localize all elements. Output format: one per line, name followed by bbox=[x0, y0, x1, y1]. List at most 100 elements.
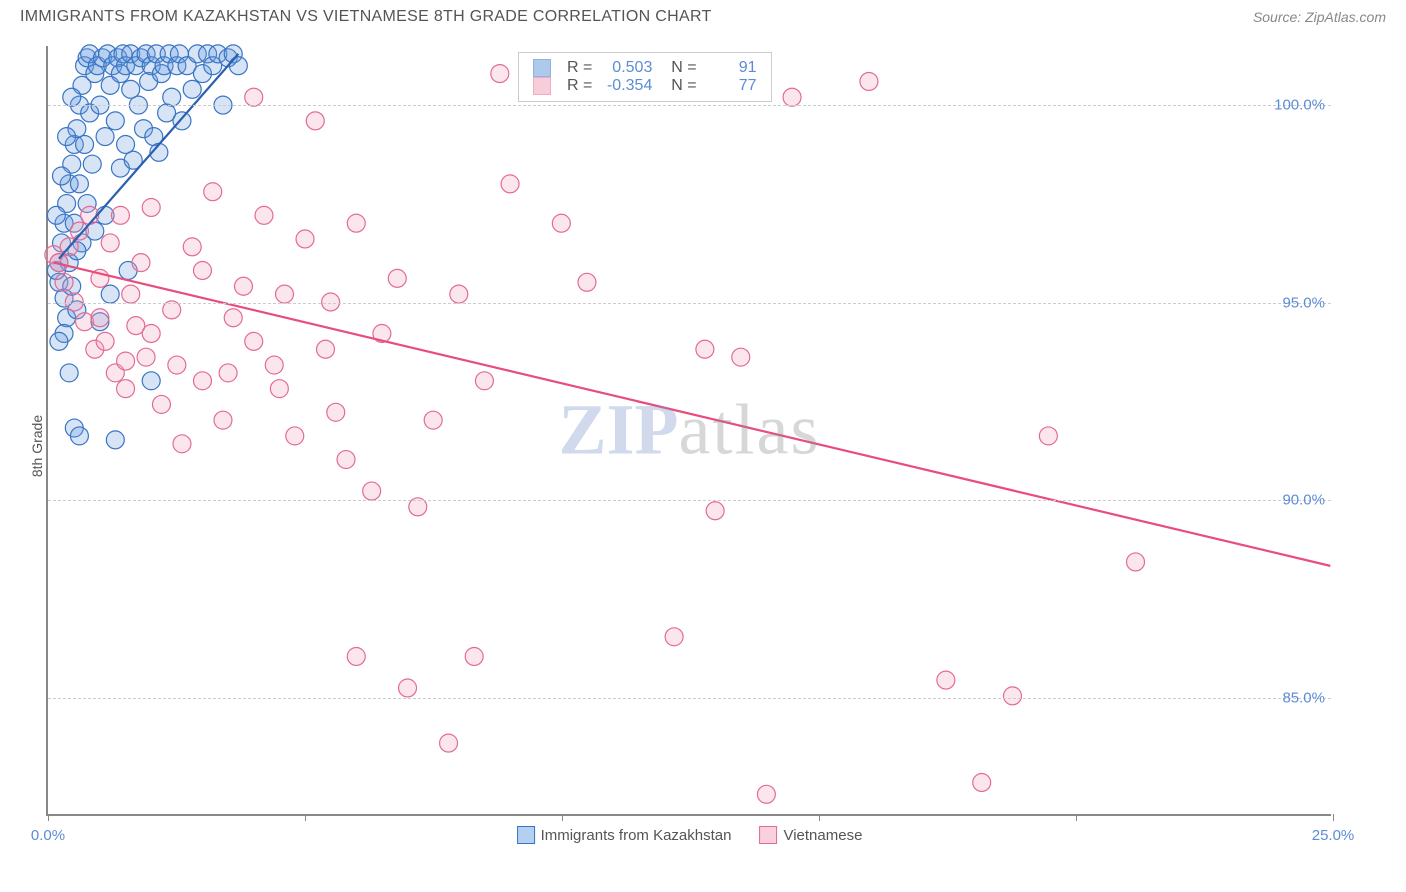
source-name: ZipAtlas.com bbox=[1305, 9, 1386, 25]
data-point bbox=[245, 332, 263, 350]
data-point bbox=[96, 332, 114, 350]
data-point bbox=[219, 364, 237, 382]
data-point bbox=[388, 269, 406, 287]
data-point bbox=[152, 395, 170, 413]
source-credit: Source: ZipAtlas.com bbox=[1253, 9, 1386, 25]
data-point bbox=[183, 238, 201, 256]
x-tick-label: 0.0% bbox=[31, 827, 65, 844]
data-point bbox=[270, 380, 288, 398]
data-point bbox=[347, 647, 365, 665]
data-point bbox=[440, 734, 458, 752]
legend-label: Vietnamese bbox=[783, 827, 862, 844]
data-point bbox=[117, 380, 135, 398]
data-point bbox=[137, 348, 155, 366]
data-point bbox=[450, 285, 468, 303]
data-point bbox=[132, 254, 150, 272]
gridline-h bbox=[48, 105, 1331, 106]
data-point bbox=[193, 372, 211, 390]
x-tick-label: 25.0% bbox=[1312, 827, 1355, 844]
legend-label: Immigrants from Kazakhstan bbox=[541, 827, 732, 844]
data-point bbox=[50, 332, 68, 350]
data-point bbox=[163, 88, 181, 106]
source-prefix: Source: bbox=[1253, 9, 1305, 25]
data-point bbox=[96, 128, 114, 146]
data-point bbox=[50, 254, 68, 272]
stats-box: R =0.503 N =91R =-0.354 N =77 bbox=[518, 52, 772, 102]
data-point bbox=[204, 183, 222, 201]
data-point bbox=[173, 112, 191, 130]
data-point bbox=[255, 206, 273, 224]
data-point bbox=[83, 155, 101, 173]
x-tick bbox=[1076, 814, 1077, 821]
stat-n-label: N = bbox=[662, 77, 696, 95]
data-point bbox=[265, 356, 283, 374]
data-point bbox=[296, 230, 314, 248]
data-point bbox=[552, 214, 570, 232]
legend-swatch bbox=[759, 826, 777, 844]
data-point bbox=[142, 325, 160, 343]
data-point bbox=[1127, 553, 1145, 571]
data-point bbox=[106, 431, 124, 449]
data-point bbox=[63, 88, 81, 106]
data-point bbox=[475, 372, 493, 390]
data-point bbox=[60, 364, 78, 382]
data-point bbox=[70, 175, 88, 193]
data-point bbox=[235, 277, 253, 295]
stat-n-value: 91 bbox=[707, 59, 757, 77]
data-point bbox=[757, 785, 775, 803]
stat-n-label: N = bbox=[662, 59, 696, 77]
y-tick-label: 85.0% bbox=[1282, 689, 1325, 706]
data-point bbox=[937, 671, 955, 689]
stats-row: R =-0.354 N =77 bbox=[533, 77, 757, 95]
data-point bbox=[193, 262, 211, 280]
data-point bbox=[53, 167, 71, 185]
data-point bbox=[973, 774, 991, 792]
stat-n-value: 77 bbox=[707, 77, 757, 95]
data-point bbox=[578, 273, 596, 291]
data-point bbox=[1039, 427, 1057, 445]
x-tick bbox=[48, 814, 49, 821]
data-point bbox=[317, 340, 335, 358]
y-axis-label: 8th Grade bbox=[29, 415, 45, 477]
data-point bbox=[111, 206, 129, 224]
data-point bbox=[183, 80, 201, 98]
data-point bbox=[214, 411, 232, 429]
y-tick-label: 100.0% bbox=[1274, 97, 1325, 114]
bottom-legend: Immigrants from Kazakhstan Vietnamese bbox=[517, 826, 863, 844]
data-point bbox=[173, 435, 191, 453]
chart-svg bbox=[48, 46, 1331, 814]
data-point bbox=[91, 309, 109, 327]
data-point bbox=[122, 285, 140, 303]
data-point bbox=[337, 451, 355, 469]
data-point bbox=[224, 309, 242, 327]
legend-item: Vietnamese bbox=[759, 826, 862, 844]
data-point bbox=[306, 112, 324, 130]
data-point bbox=[142, 199, 160, 217]
stats-swatch bbox=[533, 77, 551, 95]
title-bar: IMMIGRANTS FROM KAZAKHSTAN VS VIETNAMESE… bbox=[0, 0, 1406, 32]
x-tick bbox=[1333, 814, 1334, 821]
x-tick bbox=[819, 814, 820, 821]
data-point bbox=[860, 72, 878, 90]
data-point bbox=[117, 352, 135, 370]
stat-r-label: R = bbox=[567, 59, 592, 77]
data-point bbox=[168, 356, 186, 374]
data-point bbox=[245, 88, 263, 106]
data-point bbox=[732, 348, 750, 366]
data-point bbox=[363, 482, 381, 500]
y-tick-label: 95.0% bbox=[1282, 294, 1325, 311]
chart-title: IMMIGRANTS FROM KAZAKHSTAN VS VIETNAMESE… bbox=[20, 8, 712, 26]
gridline-h bbox=[48, 500, 1331, 501]
data-point bbox=[399, 679, 417, 697]
stat-r-label: R = bbox=[567, 77, 592, 95]
data-point bbox=[327, 403, 345, 421]
y-tick-label: 90.0% bbox=[1282, 492, 1325, 509]
data-point bbox=[424, 411, 442, 429]
data-point bbox=[47, 206, 65, 224]
data-point bbox=[501, 175, 519, 193]
data-point bbox=[465, 647, 483, 665]
data-point bbox=[665, 628, 683, 646]
data-point bbox=[696, 340, 714, 358]
data-point bbox=[106, 112, 124, 130]
data-point bbox=[347, 214, 365, 232]
